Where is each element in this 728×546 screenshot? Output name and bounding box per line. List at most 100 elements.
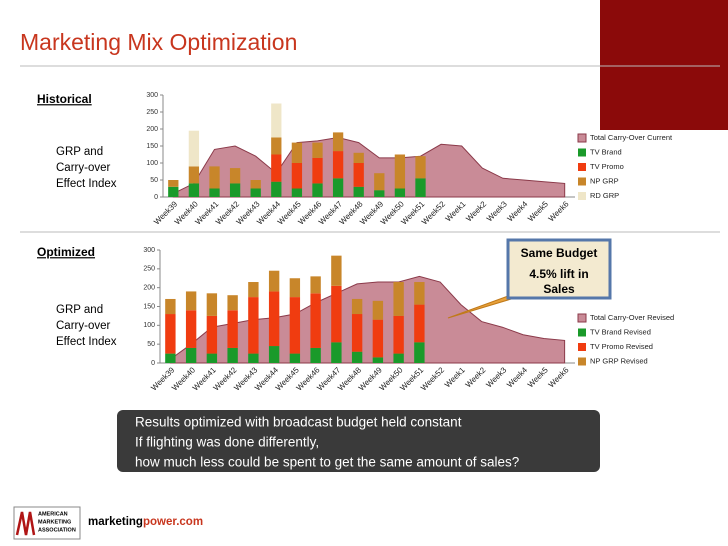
bar-segment [188, 183, 200, 197]
bar-segment [393, 315, 404, 354]
bar-segment [310, 347, 321, 363]
legend-label: TV Brand Revised [590, 327, 651, 336]
site-part: marketing [88, 516, 143, 528]
y-tick-label: 0 [151, 360, 155, 367]
bar-segment [331, 255, 342, 286]
bar-segment [165, 298, 176, 315]
bar-segment [415, 156, 426, 179]
legend-swatch [578, 357, 586, 366]
y-tick-label: 200 [143, 285, 155, 292]
bar-segment [415, 178, 426, 197]
axis-note: GRP and [56, 304, 103, 316]
bar-segment [165, 314, 176, 354]
bar-segment [271, 154, 282, 182]
bar-segment [227, 310, 238, 348]
bar-segment [248, 282, 259, 298]
bar-segment [310, 276, 321, 294]
section-heading: Optimized [37, 245, 95, 259]
bar-segment [393, 353, 404, 363]
bar-segment [332, 151, 344, 179]
legend-label: Total Carry-Over Current [590, 133, 673, 142]
bar-segment [414, 304, 425, 343]
y-tick-label: 300 [146, 92, 158, 99]
legend-label: TV Promo [590, 162, 624, 171]
x-tick-label: Week3 [484, 365, 508, 389]
bar-segment [206, 293, 218, 316]
bar-segment [374, 190, 385, 197]
corner-block [600, 0, 728, 130]
legend-label: NP GRP Revised [590, 356, 648, 365]
bar-segment [291, 163, 303, 189]
bar-segment [227, 347, 238, 363]
section-heading: Historical [37, 92, 92, 106]
bar-segment [353, 163, 364, 187]
bar-segment [372, 357, 384, 363]
x-tick-label: Week1 [443, 365, 467, 389]
y-tick-label: 150 [143, 303, 155, 310]
x-tick-label: Week4 [506, 199, 530, 223]
bar-segment [168, 186, 179, 197]
legend-label: TV Brand [590, 147, 622, 156]
bar-segment [250, 188, 261, 197]
x-tick-label: Week52 [420, 199, 447, 226]
y-tick-label: 0 [154, 194, 158, 201]
bar-segment [331, 342, 342, 363]
logo-mark [15, 511, 36, 536]
bar-segment [374, 173, 385, 191]
legend-swatch [578, 148, 586, 157]
bar-segment [351, 314, 363, 352]
x-tick-label: Week5 [526, 199, 550, 223]
x-tick-label: Week52 [419, 365, 446, 392]
legend-label: NP GRP [590, 176, 619, 185]
bar-segment [353, 186, 364, 197]
legend-swatch [578, 163, 586, 171]
bar-segment [229, 183, 241, 197]
bar-segment [248, 353, 259, 363]
x-tick-label: Week3 [485, 199, 509, 223]
bar-segment [229, 168, 241, 184]
bar-segment [188, 166, 200, 184]
legend-swatch [578, 192, 586, 200]
y-tick-label: 150 [146, 143, 158, 150]
bar-segment [168, 180, 179, 187]
legend-label: TV Promo Revised [590, 342, 653, 351]
bar-segment [414, 282, 425, 305]
bar-segment [351, 298, 363, 315]
axis-note: Effect Index [56, 178, 117, 190]
bar-segment [372, 300, 384, 320]
bar-segment [268, 291, 280, 347]
y-tick-label: 250 [143, 266, 155, 273]
x-tick-label: Week4 [505, 365, 529, 389]
note-line: Results optimized with broadcast budget … [135, 415, 462, 430]
callout-text: Same Budget [521, 246, 598, 260]
bar-segment [165, 353, 176, 363]
y-tick-label: 100 [143, 322, 155, 329]
bar-segment [291, 142, 303, 163]
bar-segment [268, 270, 280, 292]
y-tick-label: 50 [147, 341, 155, 348]
bar-segment [332, 178, 344, 197]
bar-segment [310, 293, 321, 348]
bar-segment [353, 152, 364, 163]
y-tick-label: 200 [146, 126, 158, 133]
bar-segment [185, 310, 197, 348]
bar-segment [268, 346, 280, 363]
legend-swatch [577, 313, 587, 323]
bar-segment [332, 132, 344, 152]
legend-label: RD GRP [590, 191, 619, 200]
bar-segment [291, 188, 303, 197]
bar-segment [271, 103, 282, 138]
bar-segment [289, 353, 301, 363]
slide-title: Marketing Mix Optimization [20, 29, 297, 55]
x-tick-label: Week2 [464, 365, 488, 389]
bar-segment [372, 319, 384, 358]
bar-segment [351, 351, 363, 363]
x-tick-label: Week5 [526, 365, 550, 389]
legend-swatch [578, 343, 586, 351]
site-link: marketingpower.com [88, 516, 203, 528]
callout-box [506, 238, 612, 300]
note-line: If flighting was done differently, [135, 435, 319, 450]
logo-text: ASSOCIATION [38, 527, 76, 533]
bar-segment [227, 295, 238, 311]
bar-segment [331, 285, 342, 343]
